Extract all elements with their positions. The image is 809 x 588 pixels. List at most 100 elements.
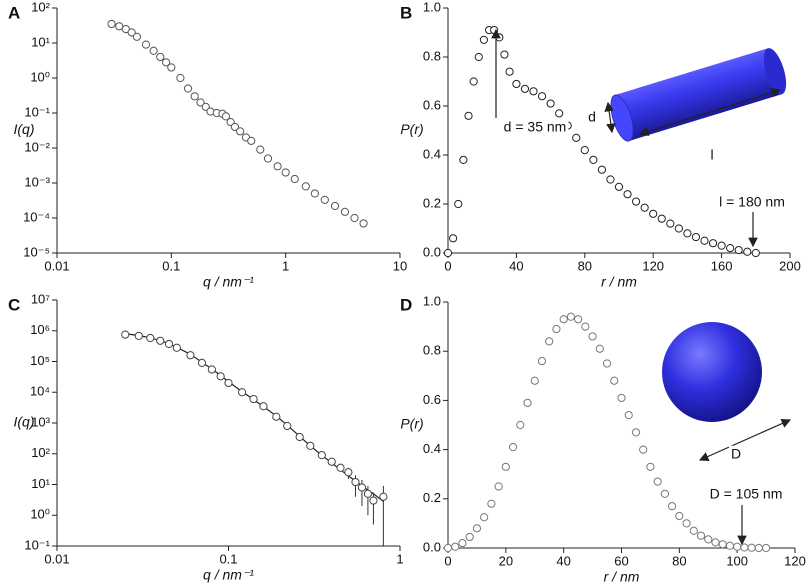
data-point bbox=[121, 330, 130, 339]
data-point bbox=[480, 513, 489, 522]
y-tick-label: 10⁻¹ bbox=[24, 537, 50, 552]
x-axis-label: r / nm bbox=[601, 274, 637, 290]
y-axis-label: P(r) bbox=[400, 416, 423, 432]
data-point bbox=[574, 315, 583, 324]
cylinder bbox=[610, 48, 787, 142]
y-tick-label: 10⁵ bbox=[30, 353, 50, 368]
data-point bbox=[691, 232, 701, 242]
x-tick-label: 40 bbox=[509, 258, 523, 273]
data-point bbox=[512, 79, 521, 89]
data-point bbox=[172, 343, 181, 352]
data-point bbox=[747, 543, 756, 552]
data-point bbox=[295, 432, 304, 442]
data-point bbox=[176, 73, 185, 83]
data-point bbox=[490, 25, 499, 35]
data-point bbox=[340, 207, 350, 216]
x-tick-label: 40 bbox=[556, 553, 570, 568]
annotation-bg bbox=[708, 146, 716, 163]
data-point bbox=[649, 209, 658, 218]
data-point bbox=[327, 457, 336, 466]
data-point bbox=[465, 532, 474, 542]
data-point bbox=[617, 393, 626, 403]
y-tick-label: 0.0 bbox=[423, 244, 441, 259]
x-tick-label: 80 bbox=[672, 553, 686, 568]
data-point bbox=[469, 77, 478, 86]
data-point bbox=[718, 540, 727, 549]
data-point bbox=[134, 331, 143, 341]
y-tick-label: 10⁻⁴ bbox=[23, 209, 50, 224]
panel-label: C bbox=[8, 295, 20, 314]
data-point bbox=[624, 411, 633, 420]
data-point bbox=[283, 421, 292, 431]
y-tick-label: 10² bbox=[31, 445, 50, 460]
data-point bbox=[443, 248, 453, 258]
data-point bbox=[357, 483, 367, 492]
x-tick-label: 120 bbox=[784, 553, 806, 568]
data-point bbox=[317, 451, 326, 460]
panel-label: D bbox=[400, 295, 412, 314]
annotation-bg bbox=[586, 108, 598, 125]
data-point bbox=[734, 245, 743, 255]
data-point bbox=[639, 445, 648, 454]
data-point bbox=[520, 84, 530, 93]
data-point bbox=[230, 122, 240, 132]
x-tick-label: 0 bbox=[444, 553, 451, 568]
y-tick-label: 10⁻³ bbox=[24, 174, 50, 189]
annotation: d bbox=[588, 109, 596, 125]
data-point bbox=[487, 499, 496, 508]
annotation-bg bbox=[717, 193, 787, 210]
data-point bbox=[272, 412, 281, 421]
y-tick-label: 10⁻¹ bbox=[24, 104, 50, 119]
y-tick-label: 10² bbox=[31, 0, 50, 14]
data-point bbox=[472, 524, 482, 533]
data-point bbox=[363, 489, 373, 498]
x-tick-label: 10 bbox=[393, 258, 407, 273]
y-tick-label: 0.8 bbox=[423, 343, 441, 358]
data-point bbox=[458, 538, 467, 548]
data-point bbox=[369, 496, 378, 505]
data-point bbox=[197, 358, 207, 368]
data-point bbox=[516, 420, 525, 430]
data-point bbox=[141, 40, 151, 49]
data-point bbox=[700, 236, 709, 245]
y-tick-label: 10⁴ bbox=[30, 384, 50, 399]
data-point bbox=[146, 333, 155, 343]
data-point bbox=[224, 378, 233, 388]
y-tick-label: 10⁶ bbox=[30, 322, 50, 337]
x-tick-label: 20 bbox=[499, 553, 513, 568]
annotation-bg bbox=[728, 445, 744, 462]
y-tick-label: 0.6 bbox=[423, 392, 441, 407]
data-point bbox=[201, 102, 210, 111]
data-point bbox=[660, 489, 669, 498]
y-tick-label: 10⁰ bbox=[30, 69, 50, 84]
data-point bbox=[751, 248, 760, 258]
data-point bbox=[207, 365, 216, 374]
annotation: D bbox=[731, 446, 741, 462]
y-tick-label: 1.0 bbox=[423, 0, 441, 14]
data-point bbox=[162, 58, 171, 67]
data-point bbox=[196, 98, 205, 107]
x-tick-label: 1 bbox=[396, 551, 403, 566]
data-point bbox=[320, 195, 329, 204]
y-tick-label: 0.2 bbox=[423, 195, 441, 210]
data-point bbox=[717, 241, 726, 250]
data-point bbox=[505, 67, 514, 76]
data-point bbox=[449, 234, 458, 243]
data-point bbox=[523, 398, 532, 407]
data-point bbox=[653, 477, 662, 486]
data-point bbox=[156, 52, 165, 62]
panel-label: B bbox=[400, 3, 412, 22]
y-tick-label: 0.0 bbox=[423, 539, 441, 554]
data-point bbox=[646, 462, 655, 471]
data-point bbox=[711, 538, 720, 547]
y-tick-label: 0.2 bbox=[423, 490, 441, 505]
data-point bbox=[107, 19, 116, 29]
annotation: D = 105 nm bbox=[710, 486, 783, 502]
data-point bbox=[330, 201, 340, 211]
data-point bbox=[149, 46, 158, 55]
data-point bbox=[743, 247, 752, 256]
data-point bbox=[614, 182, 624, 191]
y-tick-label: 10¹ bbox=[31, 476, 50, 491]
data-point bbox=[236, 127, 245, 136]
data-point bbox=[350, 213, 359, 223]
